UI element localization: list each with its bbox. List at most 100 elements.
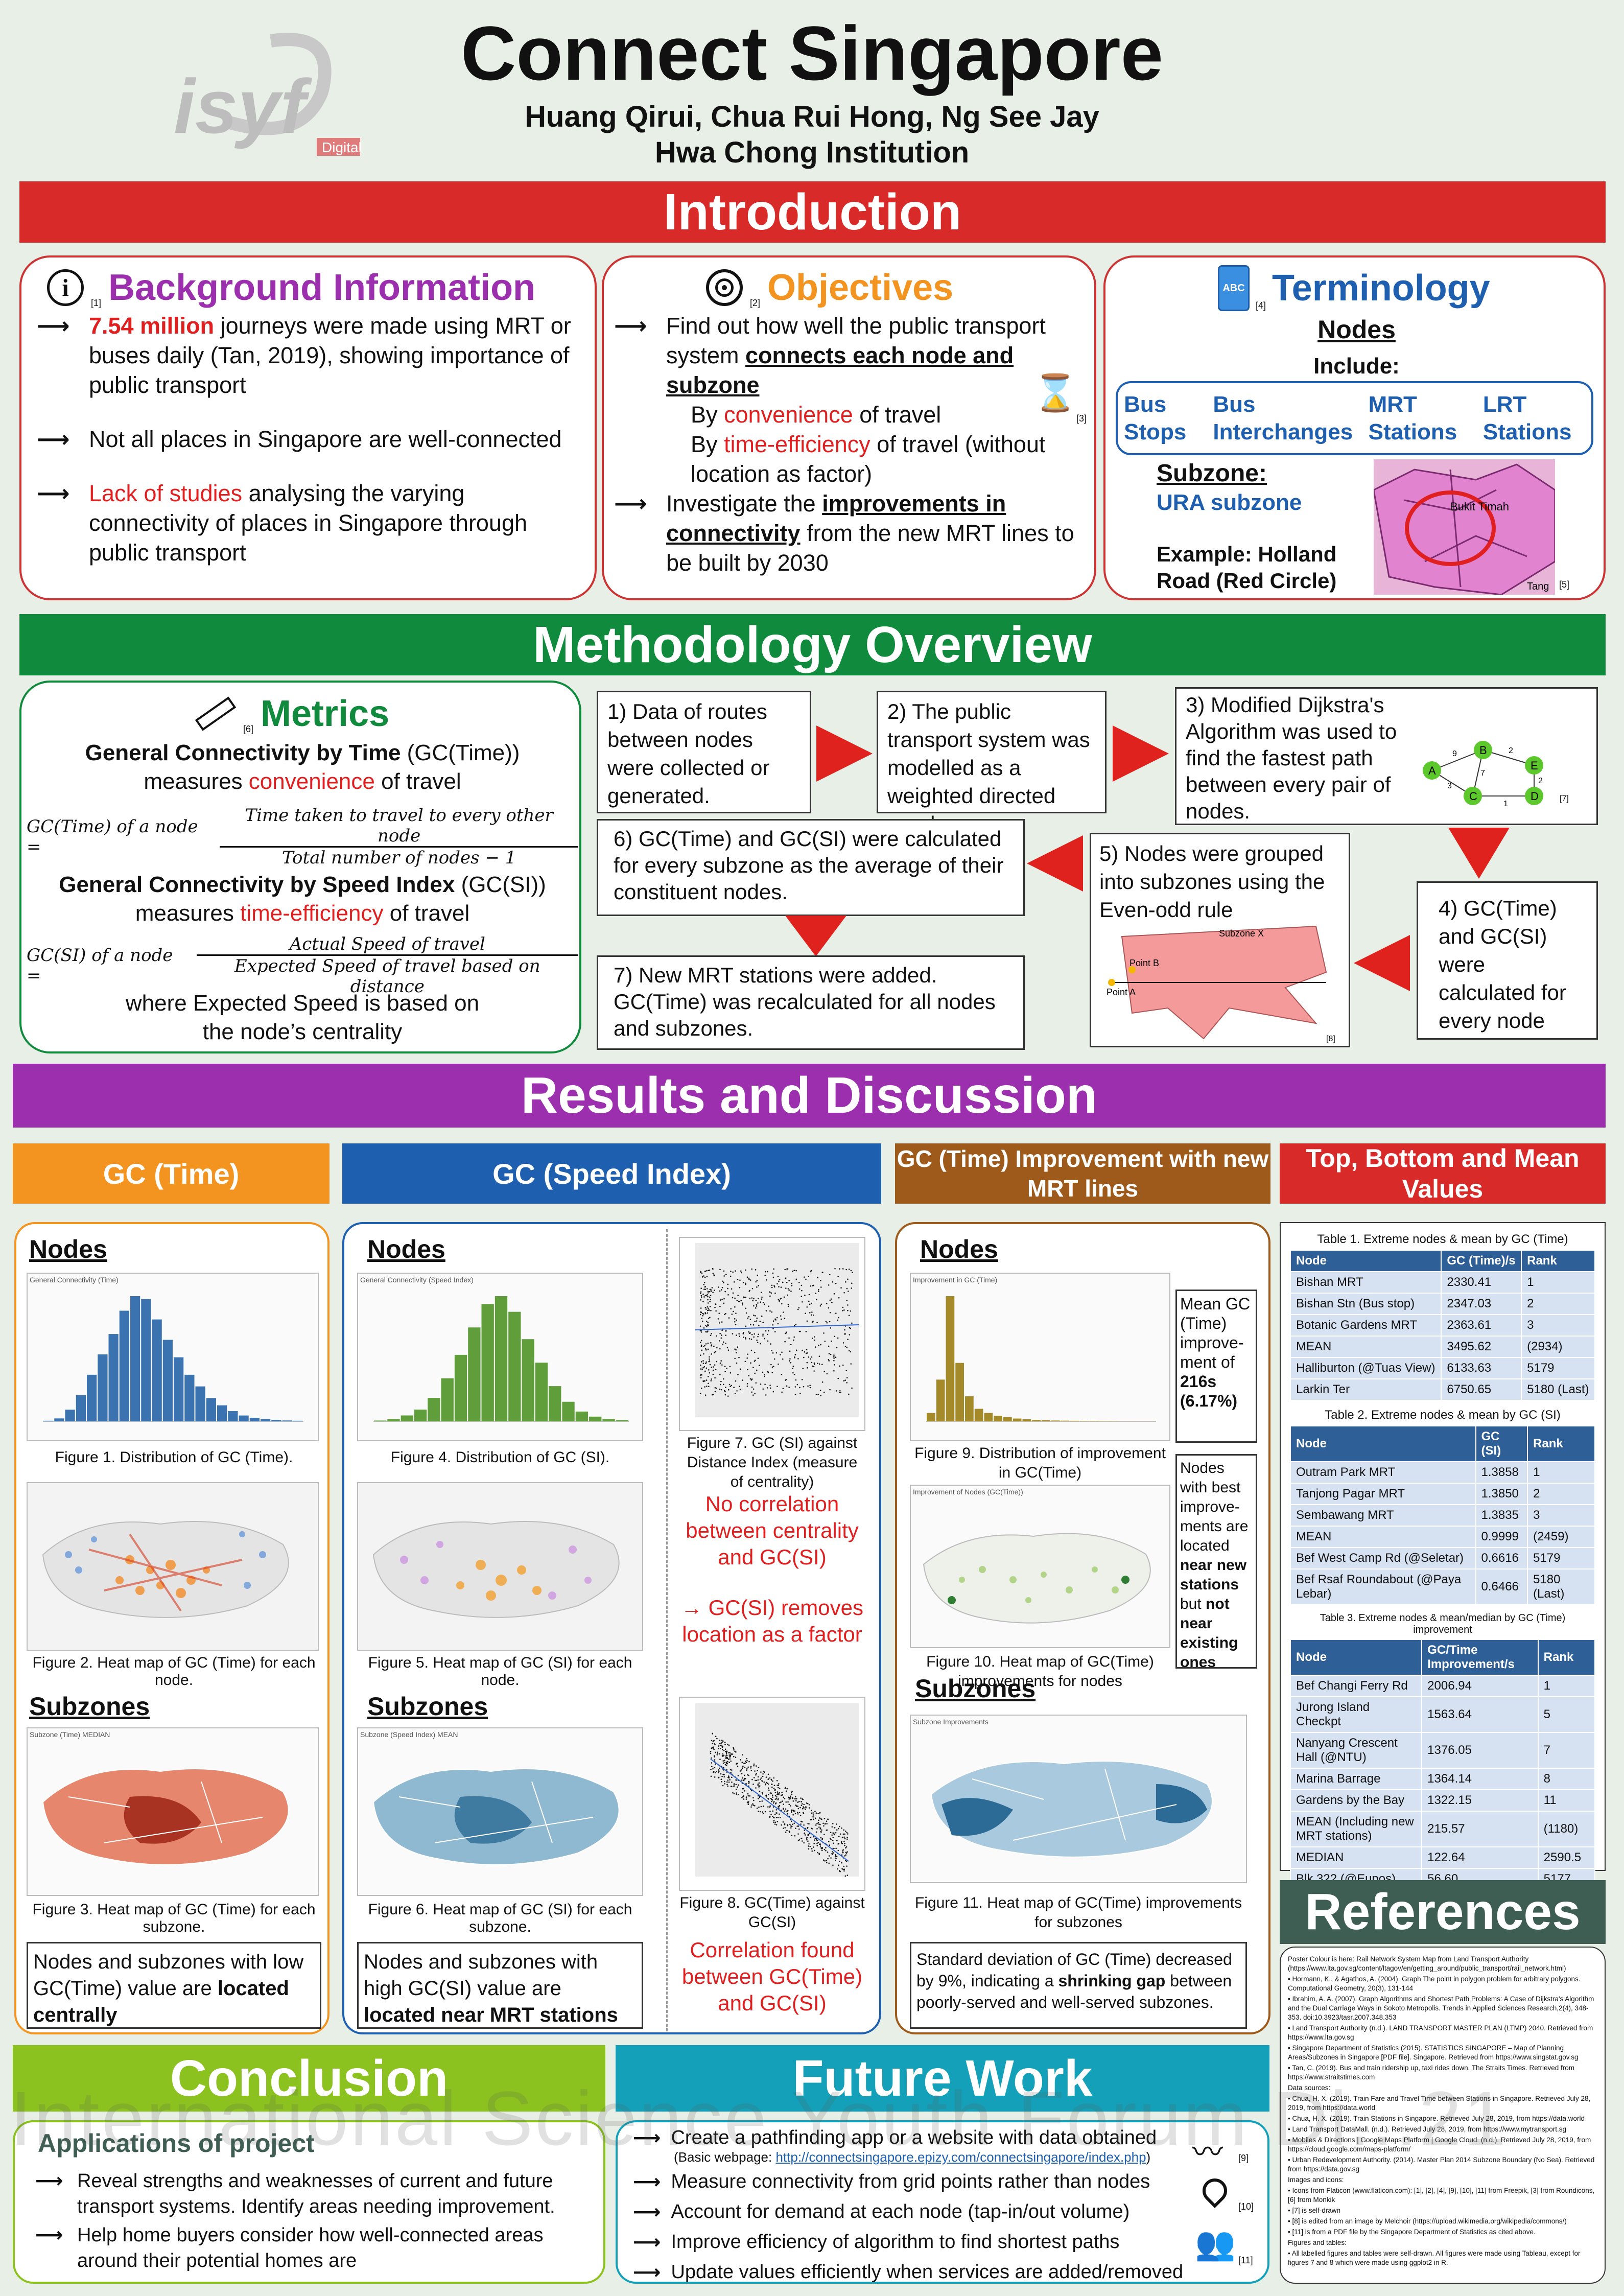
scatter-point	[775, 1809, 777, 1811]
scatter-point	[775, 1824, 778, 1826]
scatter-point	[792, 1810, 794, 1811]
histogram-bar	[927, 1413, 935, 1421]
scatter-point	[725, 1755, 727, 1757]
figure-3-title: Subzone (Time) MEDIAN	[30, 1730, 110, 1739]
scatter-point	[737, 1765, 739, 1767]
scatter-point	[734, 1357, 736, 1360]
figure-1: General Connectivity (Time)	[27, 1273, 319, 1441]
scatter-point	[773, 1788, 775, 1789]
conclusion-box: Applications of project ⟶ Reveal strength…	[13, 2120, 605, 2284]
scatter-point	[827, 1851, 829, 1853]
figure-4-title: General Connectivity (Speed Index)	[360, 1276, 474, 1284]
scatter-point	[717, 1751, 719, 1753]
scatter-point	[848, 1350, 850, 1352]
scatter-point	[823, 1825, 825, 1827]
scatter-point	[774, 1789, 775, 1791]
arrow-right-2	[1113, 725, 1169, 782]
scatter-point	[800, 1797, 802, 1799]
scatter-point	[722, 1384, 724, 1386]
scatter-point	[725, 1274, 727, 1275]
scatter-point	[757, 1776, 759, 1778]
scatter-point	[749, 1795, 751, 1797]
histogram-gc-si	[373, 1296, 629, 1422]
caption-figure-6: Figure 6. Heat map of GC (SI) for each s…	[368, 1901, 632, 1935]
scatter-point	[790, 1344, 792, 1346]
scatter-point	[759, 1321, 761, 1322]
poster-title: Connect Singapore	[460, 10, 1164, 96]
scatter-point	[772, 1320, 774, 1322]
scatter-point	[772, 1324, 774, 1326]
scatter-point	[778, 1280, 780, 1282]
scatter-point	[730, 1271, 732, 1272]
conclusion-point-2: Help home buyers consider how well-conne…	[77, 2224, 544, 2271]
scatter-point	[819, 1390, 821, 1391]
scatter-point	[707, 1302, 709, 1304]
scatter-point	[733, 1749, 735, 1751]
scatter-point	[769, 1805, 771, 1807]
histogram-bar	[965, 1396, 974, 1421]
scatter-point	[716, 1387, 718, 1389]
arrow-icon: ⟶	[35, 2170, 63, 2192]
table-cell: 6133.63	[1441, 1357, 1522, 1379]
scatter-point	[700, 1293, 701, 1294]
scatter-point	[751, 1378, 753, 1380]
scatter-point	[717, 1318, 719, 1320]
table-cell: 1364.14	[1421, 1768, 1539, 1790]
scatter-point	[795, 1806, 797, 1807]
histogram-bar	[271, 1420, 281, 1421]
table-cell: 1	[1521, 1271, 1595, 1294]
scatter-point	[762, 1388, 764, 1390]
scatter-point	[752, 1300, 754, 1302]
scatter-point	[783, 1803, 784, 1805]
scatter-point	[769, 1792, 771, 1794]
graph-node: E	[1525, 756, 1543, 775]
scatter-point	[765, 1783, 766, 1785]
scatter-point	[721, 1745, 723, 1747]
scatter-point	[747, 1368, 748, 1370]
table-cell: MEAN (Including new MRT stations)	[1289, 1811, 1423, 1847]
scatter-point	[802, 1798, 803, 1800]
scatter-point	[761, 1298, 763, 1300]
tables-panel: Table 1. Extreme nodes & mean by GC (Tim…	[1280, 1222, 1606, 1926]
scatter-point	[835, 1860, 837, 1861]
scatter-point	[722, 1760, 724, 1762]
scatter-point	[802, 1803, 803, 1805]
scatter-point	[756, 1279, 758, 1281]
histogram-bar	[616, 1420, 628, 1421]
scatter-point	[838, 1836, 840, 1838]
scatter-point	[832, 1840, 834, 1841]
scatter-point	[738, 1784, 739, 1786]
scatter-point	[818, 1344, 819, 1346]
table-cell: 5179	[1521, 1357, 1595, 1379]
scatter-point	[758, 1806, 760, 1808]
webpage-link[interactable]: http://connectsingapore.epizy.com/connec…	[775, 2149, 1146, 2165]
scatter-point	[756, 1286, 758, 1288]
scatter-point	[727, 1349, 729, 1351]
scatter-point	[710, 1775, 712, 1777]
hourglass-icon: ⌛	[1033, 373, 1078, 413]
scatter-point	[736, 1362, 738, 1364]
scatter-point	[844, 1332, 846, 1334]
scatter-point	[733, 1784, 735, 1786]
scatter-point	[801, 1805, 803, 1806]
scatter-point	[842, 1849, 844, 1851]
scatter-point	[826, 1303, 828, 1304]
scatter-point	[733, 1786, 735, 1787]
scatter-point	[739, 1389, 741, 1390]
scatter-point	[699, 1374, 701, 1376]
scatter-point	[701, 1317, 703, 1319]
scatter-point	[722, 1773, 724, 1775]
scatter-point	[754, 1805, 756, 1807]
scatter-point	[772, 1816, 773, 1818]
table-row: MEAN 3495.62 (2934)	[1289, 1336, 1595, 1358]
table-cell: 7	[1537, 1732, 1596, 1769]
arrow-right-1	[816, 725, 873, 782]
scatter-point	[709, 1360, 711, 1362]
scatter-point	[704, 1345, 705, 1347]
ref-9: [9]	[1238, 2153, 1249, 2163]
scatter-point	[834, 1336, 836, 1338]
section-introduction: Introduction	[19, 181, 1606, 243]
scatter-point	[706, 1288, 708, 1290]
subzone-example: Example: Holland Road (Red Circle)	[1157, 542, 1337, 593]
scatter-point	[760, 1777, 762, 1779]
